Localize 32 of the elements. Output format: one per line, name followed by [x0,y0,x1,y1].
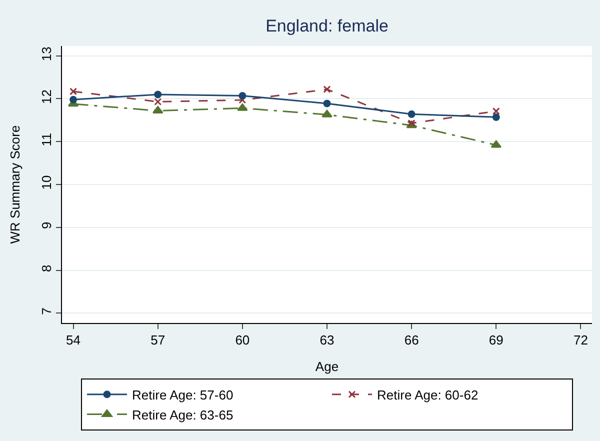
point [154,98,162,106]
point [492,107,500,115]
x-tick-label: 54 [66,332,81,348]
y-tick-label: 11 [38,132,54,146]
point [492,113,500,121]
x-tick-label: 66 [404,332,419,348]
point [323,86,331,94]
x-tick-label: 57 [150,332,166,348]
point [408,110,416,118]
chart-title: England: female [266,16,388,36]
point [237,103,248,111]
point [154,90,162,98]
y-tick-label: 13 [38,46,54,62]
point [323,100,331,108]
x-axis-title: Age [315,359,339,374]
point [238,92,246,100]
y-tick-label: 9 [38,222,54,230]
y-axis-title: WR Summary Score [8,125,23,244]
y-tick-label: 7 [38,308,54,315]
legend-label: Retire Age: 57-60 [132,387,234,402]
x-tick-label: 60 [235,332,250,348]
x-tick-label: 69 [488,332,504,348]
legend-label: Retire Age: 60-62 [377,387,478,402]
point [322,110,332,118]
y-tick-label: 8 [38,264,54,272]
y-tick-label: 12 [38,90,54,104]
x-tick-label: 63 [320,332,334,348]
y-tick-label: 10 [38,175,54,190]
legend-label: Retire Age: 63-65 [132,407,234,422]
point [70,88,78,96]
x-tick-label: 72 [573,332,588,348]
point [70,96,78,104]
